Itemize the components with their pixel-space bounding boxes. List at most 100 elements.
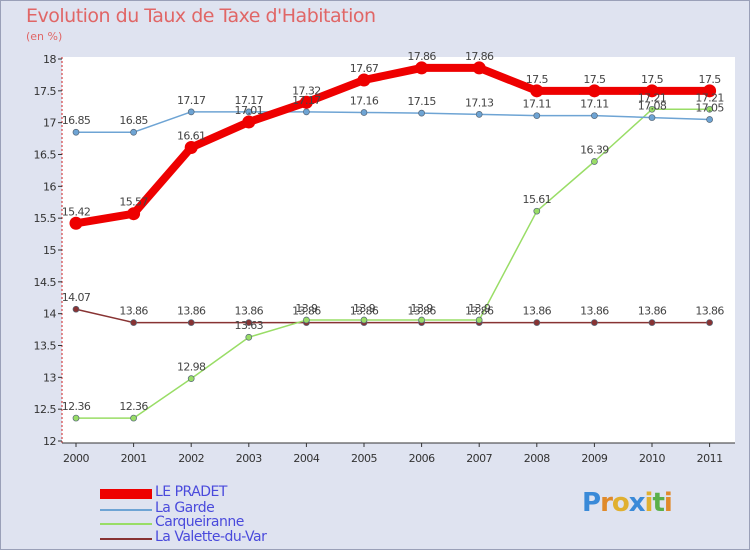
data-label-la-valette-du-var: 13.86 — [119, 305, 148, 318]
legend-label-la-valette-du-var: La Valette-du-Var — [155, 529, 267, 545]
data-point-le-pradet — [530, 84, 544, 98]
logo-letter: t — [652, 488, 664, 518]
legend-swatch-le-pradet — [100, 489, 152, 499]
data-point-la-garde — [418, 109, 425, 117]
data-label-la-garde: 16.85 — [62, 114, 91, 127]
data-label-le-pradet: 17.86 — [407, 50, 436, 63]
data-point-carqueiranne — [245, 333, 253, 341]
legend-swatch-la-valette-du-var — [100, 538, 152, 540]
data-label-le-pradet: 17.5 — [526, 73, 549, 86]
plot-area — [62, 57, 735, 443]
data-point-la-valette-du-var — [533, 319, 541, 326]
y-tick-label: 15 — [43, 244, 56, 257]
data-point-la-valette-du-var — [591, 319, 598, 326]
data-label-carqueiranne: 17.21 — [638, 91, 667, 104]
x-tick-label: 2011 — [697, 452, 723, 465]
logo-letter: i — [644, 488, 654, 518]
legend-swatch-la-garde — [100, 509, 152, 511]
data-label-carqueiranne: 16.39 — [580, 144, 609, 157]
x-tick-label: 2010 — [639, 452, 665, 465]
data-point-carqueiranne — [475, 316, 483, 324]
y-tick-label: 17.5 — [34, 85, 57, 98]
data-label-la-garde: 17.13 — [465, 96, 494, 109]
data-point-carqueiranne — [360, 316, 368, 324]
data-label-le-pradet: 15.57 — [119, 196, 148, 209]
data-point-le-pradet — [587, 84, 601, 98]
data-point-le-pradet — [645, 84, 659, 98]
data-label-la-garde: 17.16 — [350, 94, 379, 107]
y-tick-label: 17 — [43, 117, 56, 130]
data-label-la-garde: 17.11 — [523, 98, 552, 111]
data-point-la-garde — [187, 108, 195, 116]
data-point-la-valette-du-var — [706, 319, 713, 326]
data-label-le-pradet: 15.42 — [62, 205, 91, 218]
series-line-la-valette-du-var — [75, 308, 710, 324]
data-label-le-pradet: 17.67 — [350, 62, 379, 75]
data-point-carqueiranne — [706, 105, 713, 113]
data-point-carqueiranne — [303, 316, 310, 324]
y-tick-label: 12 — [43, 435, 56, 448]
data-label-le-pradet: 17.5 — [699, 73, 722, 86]
data-point-la-valette-du-var — [245, 319, 253, 326]
proxiti-logo: Proxiti — [582, 488, 673, 518]
data-point-le-pradet — [703, 84, 717, 98]
y-tick-label: 18 — [43, 53, 56, 66]
legend-item-carqueiranne: Carqueiranne — [100, 514, 340, 532]
y-tick-label: 12.5 — [34, 403, 57, 416]
data-label-le-pradet: 17.5 — [583, 73, 606, 86]
data-point-carqueiranne — [72, 414, 80, 422]
data-label-la-garde: 17.08 — [638, 100, 667, 113]
data-point-la-garde — [360, 109, 368, 116]
data-label-carqueiranne: 13.9 — [468, 302, 491, 315]
data-label-le-pradet: 17.86 — [465, 50, 494, 63]
data-point-carqueiranne — [187, 375, 195, 382]
data-point-la-garde — [475, 111, 483, 118]
series-line-carqueiranne — [76, 108, 710, 419]
data-label-la-valette-du-var: 13.86 — [407, 305, 436, 318]
x-tick-label: 2002 — [178, 452, 204, 465]
data-point-le-pradet — [357, 73, 371, 87]
y-tick-label: 16.5 — [34, 149, 57, 162]
x-tick-label: 2001 — [121, 452, 147, 465]
data-label-la-garde: 17.17 — [292, 94, 321, 107]
data-point-carqueiranne — [648, 105, 656, 113]
legend-item-la-valette-du-var: La Valette-du-Var — [100, 529, 340, 547]
x-tick-label: 2000 — [63, 452, 89, 465]
data-label-la-garde: 17.17 — [177, 94, 206, 107]
y-tick-label: 14 — [43, 308, 56, 321]
data-label-la-valette-du-var: 13.86 — [292, 305, 321, 318]
logo-letter: x — [628, 488, 646, 518]
y-tick-label: 13.5 — [34, 340, 57, 353]
x-tick-label: 2005 — [351, 452, 377, 465]
data-point-le-pradet — [415, 61, 429, 75]
series-line-le-pradet — [75, 63, 710, 228]
data-point-la-garde — [303, 108, 310, 116]
x-tick-label: 2009 — [581, 452, 607, 465]
data-point-le-pradet — [299, 95, 313, 109]
data-label-la-valette-du-var: 14.07 — [62, 291, 91, 304]
data-point-le-pradet — [184, 140, 198, 154]
chart-subtitle: (en %) — [26, 30, 63, 43]
data-label-la-valette-du-var: 13.86 — [695, 305, 724, 318]
data-point-la-valette-du-var — [648, 319, 656, 326]
x-tick-label: 2008 — [524, 452, 550, 465]
data-label-le-pradet: 17.01 — [235, 104, 264, 117]
data-label-carqueiranne: 13.63 — [235, 319, 264, 332]
data-point-le-pradet — [69, 216, 83, 230]
line-chart: 12 12.5 13 13.5 14 14.5 15 15.5 16 16.5 17 17.5 18 20… — [34, 50, 735, 465]
data-point-le-pradet — [242, 115, 256, 129]
data-point-le-pradet — [127, 207, 141, 221]
legend-swatch-carqueiranne — [100, 523, 152, 525]
data-point-carqueiranne — [418, 316, 425, 324]
y-tick-label: 14.5 — [34, 276, 57, 289]
data-point-carqueiranne — [591, 158, 598, 165]
data-point-la-garde — [591, 112, 598, 120]
data-label-la-garde: 17.17 — [235, 94, 264, 107]
data-label-la-valette-du-var: 13.86 — [638, 305, 667, 318]
legend-item-la-garde: La Garde — [100, 500, 340, 518]
legend-label-carqueiranne: Carqueiranne — [155, 514, 244, 530]
data-label-carqueiranne: 13.9 — [353, 302, 376, 315]
data-label-la-valette-du-var: 13.86 — [177, 305, 206, 318]
data-point-la-garde — [130, 128, 137, 136]
data-label-carqueiranne: 13.9 — [295, 302, 318, 315]
